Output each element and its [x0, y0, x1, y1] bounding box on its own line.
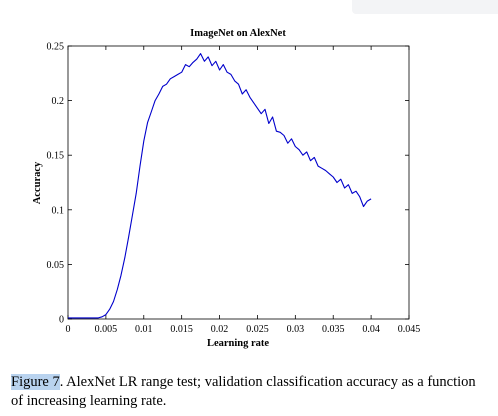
y-tick-label: 0.2	[52, 96, 65, 107]
x-tick-label: 0.025	[246, 324, 269, 335]
x-tick-label: 0.005	[95, 324, 118, 335]
plot-frame	[67, 45, 410, 320]
chart: ImageNet on AlexNet Learning rate Accura…	[32, 28, 421, 349]
x-tick-label: 0.015	[170, 324, 193, 335]
y-axis-label: Accuracy	[32, 161, 43, 204]
x-ticks: 0 0.005 0.01 0.015 0.02 0.025 0.03 0.035 0.04 0.0…	[66, 46, 421, 335]
y-tick-label: 0.05	[47, 260, 65, 271]
x-tick-label: 0	[66, 324, 71, 335]
x-tick-label: 0.02	[211, 324, 229, 335]
y-tick-label: 0.25	[47, 42, 65, 53]
y-tick-label: 0.15	[47, 151, 65, 162]
x-tick-label: 0.03	[287, 324, 305, 335]
top-right-panel	[352, 0, 498, 14]
x-axis-label: Learning rate	[207, 338, 269, 349]
figure-label: Figure 7	[11, 374, 60, 390]
x-tick-label: 0.04	[362, 324, 380, 335]
x-tick-label: 0.01	[135, 324, 153, 335]
y-tick-label: 0.1	[52, 205, 65, 216]
series-layer	[68, 53, 372, 319]
x-tick-label: 0.035	[322, 324, 345, 335]
figure-caption: Figure 7. AlexNet LR range test; validat…	[11, 373, 489, 411]
caption-text: . AlexNet LR range test; validation clas…	[11, 374, 476, 409]
x-tick-label: 0.045	[398, 324, 421, 335]
chart-title: ImageNet on AlexNet	[190, 28, 286, 39]
y-ticks: 0 0.05 0.1 0.15 0.2 0.25	[47, 42, 409, 326]
accuracy-series-line	[68, 53, 372, 319]
y-tick-label: 0	[59, 315, 64, 326]
